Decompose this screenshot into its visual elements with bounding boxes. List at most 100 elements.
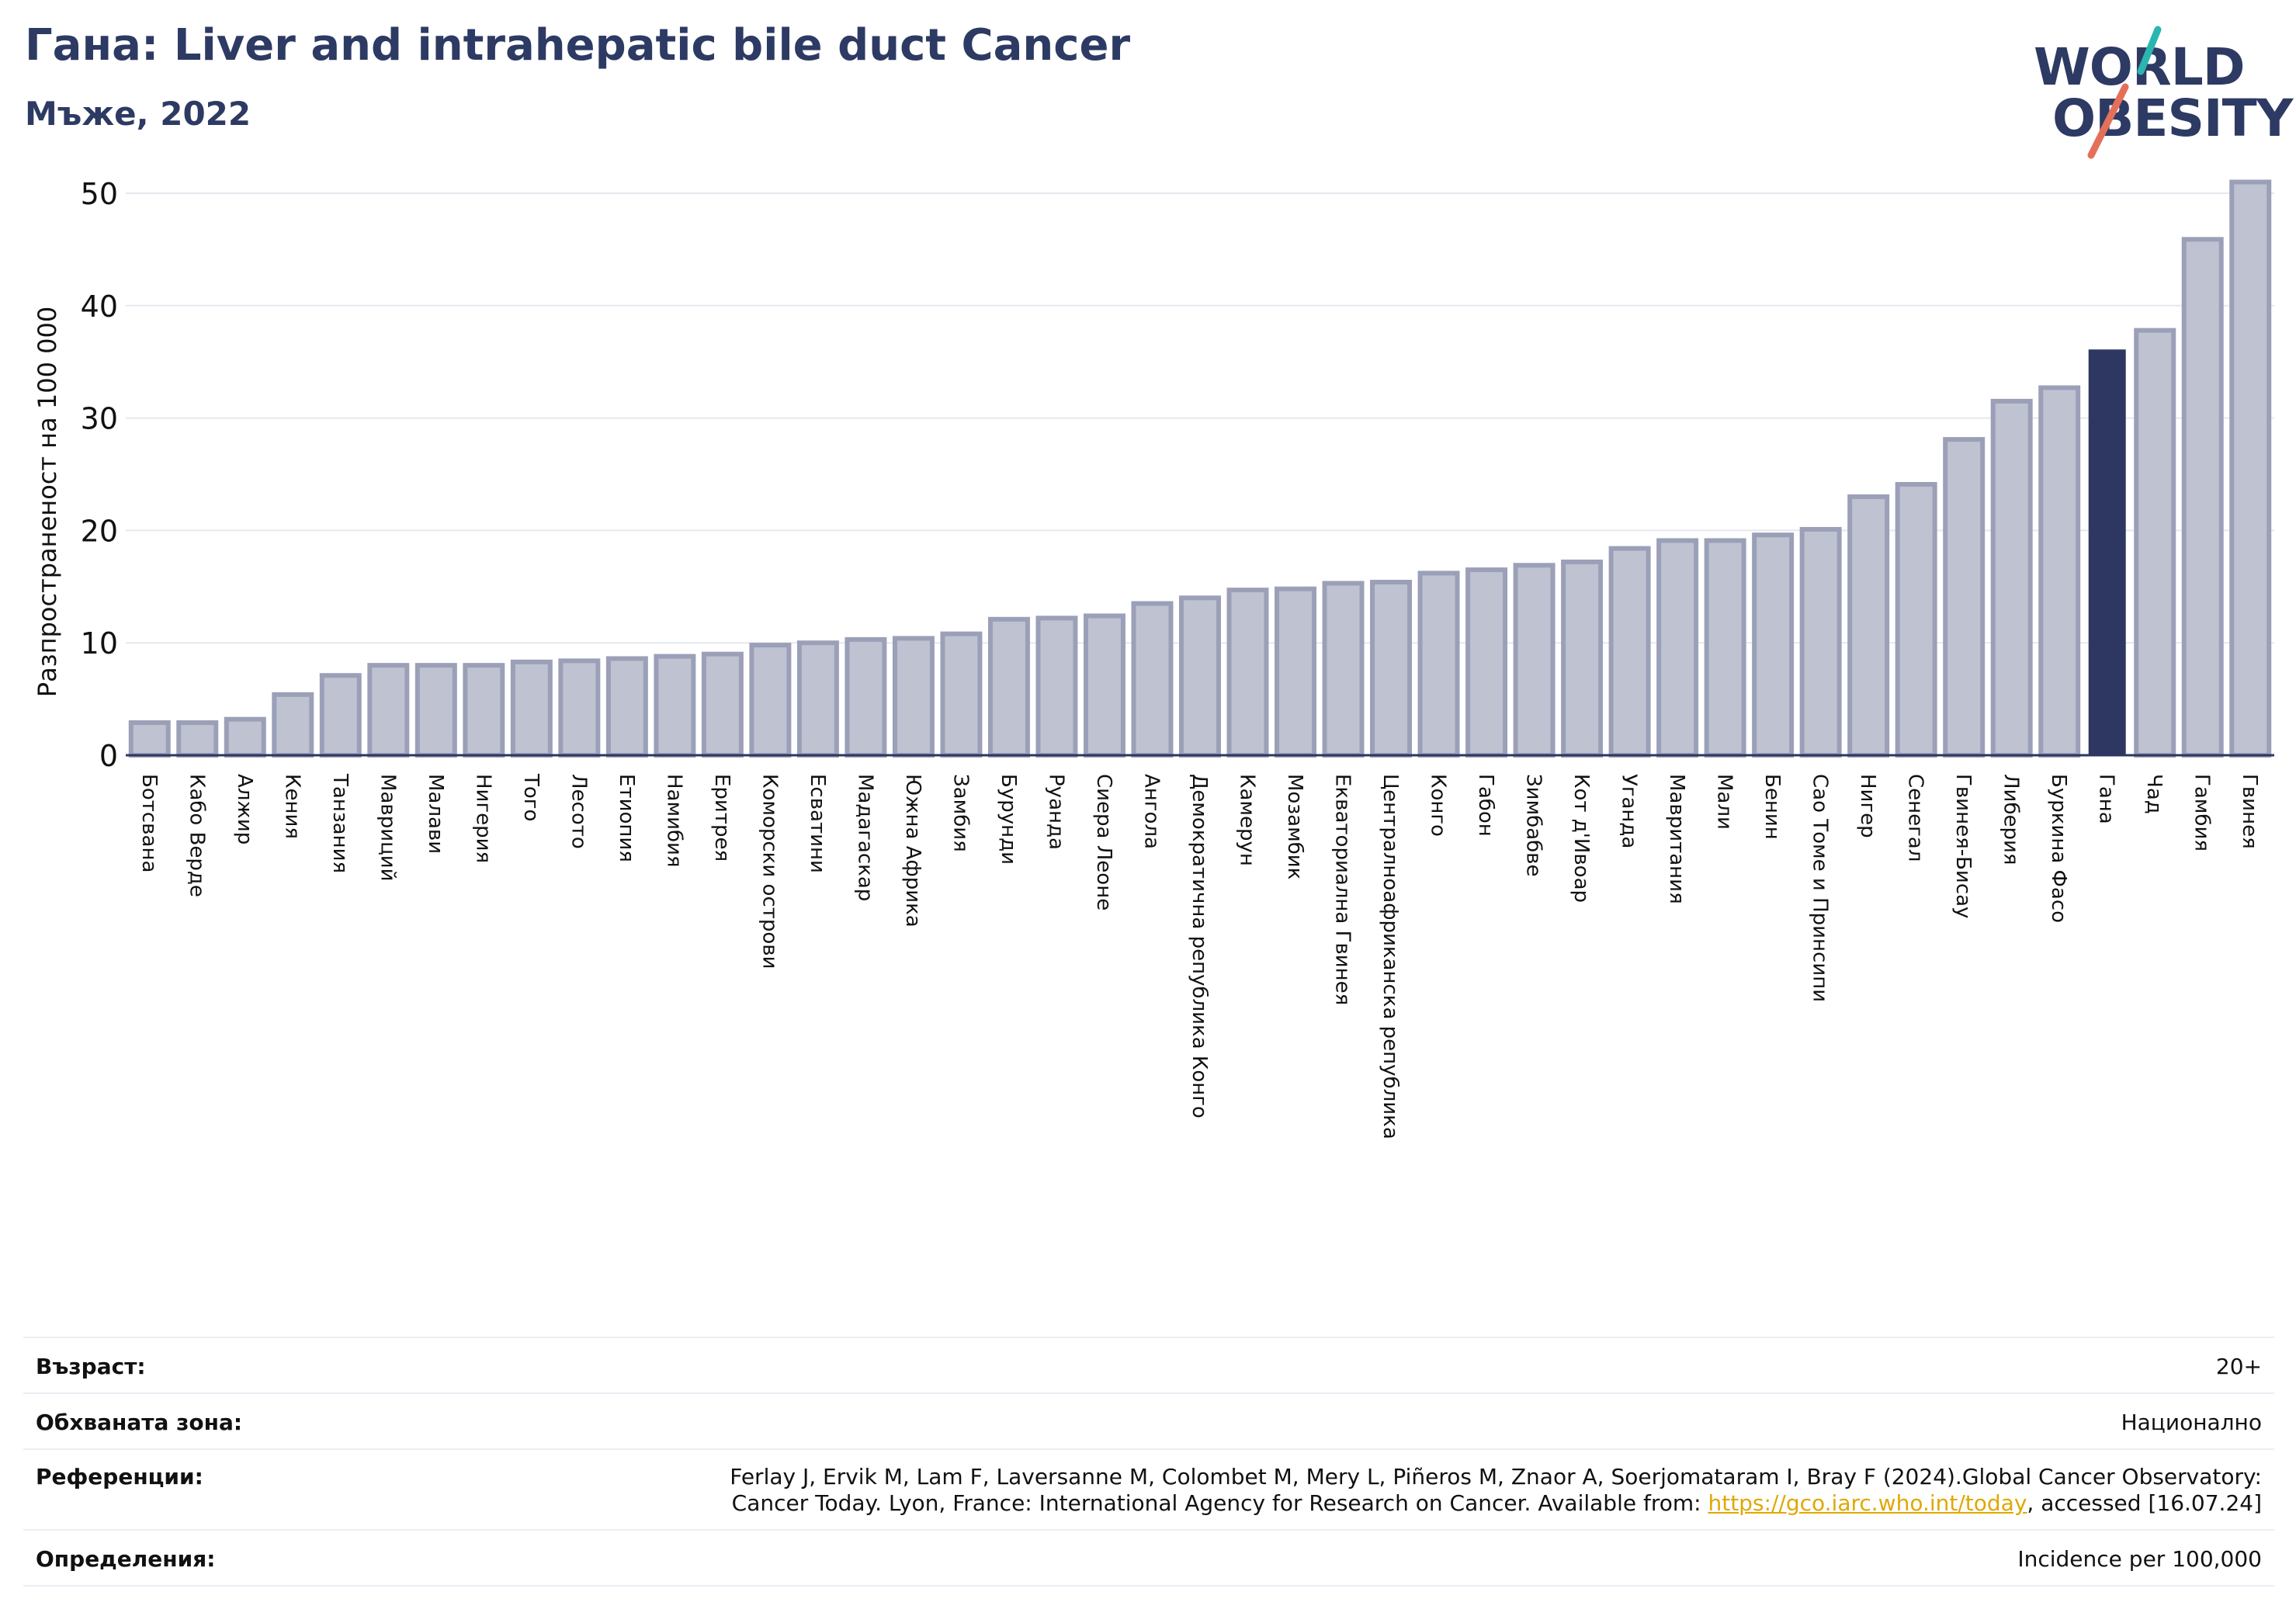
x-tick-label: Гвинея-Бисау: [1951, 774, 1975, 918]
references-line1: Ferlay J, Ervik M, Lam F, Laversanne M, …: [730, 1464, 2262, 1489]
x-tick-label: Еритрея: [710, 774, 734, 862]
y-tick-label: 30: [81, 402, 118, 436]
y-tick-label: 50: [81, 177, 118, 211]
bar-15: [845, 636, 887, 758]
bar-28: [1465, 567, 1508, 758]
bar-22: [1179, 595, 1221, 758]
info-table: Възраст: 20+ Обхваната зона: Национално …: [23, 1337, 2274, 1587]
bar-4: [319, 673, 362, 758]
bar-1: [176, 720, 219, 758]
x-tick-label: Мавриций: [376, 774, 399, 882]
bar-38: [1943, 437, 1986, 758]
x-tick-label: Уганда: [1618, 774, 1641, 848]
bar-0: [128, 720, 171, 758]
bar-20: [1083, 613, 1125, 758]
y-axis-label: Разпространеност на 100 000: [33, 307, 62, 697]
definitions-row: Определения: Incidence per 100,000: [23, 1529, 2274, 1587]
bar-8: [510, 659, 553, 758]
area-label: Обхваната зона:: [36, 1410, 243, 1435]
x-tick-label: Мозамбик: [1283, 774, 1306, 879]
bar-30: [1561, 559, 1604, 758]
age-value: 20+: [2215, 1354, 2262, 1379]
x-tick-label: Танзания: [328, 773, 352, 873]
bar-35: [1799, 526, 1842, 758]
bar-40: [2038, 385, 2081, 758]
x-tick-label: Кабо Верде: [185, 774, 208, 897]
x-tick-label: Ангола: [1139, 774, 1163, 849]
x-tick-label: Буркина Фасо: [2047, 774, 2070, 923]
x-tick-label: Камерун: [1236, 774, 1259, 866]
x-tick-label: Мали: [1713, 774, 1736, 830]
x-tick-label: Чад: [2142, 774, 2166, 814]
bar-19: [1035, 616, 1078, 758]
references-row: Референции: Ferlay J, Ervik M, Lam F, La…: [23, 1448, 2274, 1529]
x-tick-label: Кения: [280, 774, 303, 839]
x-tick-label: Южна Африка: [901, 774, 924, 928]
bar-36: [1847, 494, 1890, 758]
bar-17: [940, 631, 983, 758]
x-tick-label: Коморски острови: [758, 774, 781, 969]
bar-23: [1226, 588, 1269, 758]
x-tick-label: Централноафриканска република: [1379, 774, 1402, 1139]
chart-title: Гана: Liver and intrahepatic bile duct C…: [25, 20, 1131, 71]
x-tick-label: Габон: [1474, 774, 1497, 837]
x-tick-label: Руанда: [1044, 774, 1067, 850]
age-row: Възраст: 20+: [23, 1337, 2274, 1392]
bar-13: [749, 643, 792, 758]
bar-3: [272, 692, 314, 758]
y-tick-label: 10: [81, 626, 118, 661]
x-tick-label: Нигерия: [471, 774, 494, 863]
x-tick-label: Етиопия: [615, 774, 638, 862]
bar-32: [1656, 538, 1699, 758]
logo-line2: OBESITY: [2052, 88, 2293, 148]
bar-27: [1417, 570, 1460, 758]
bar-5: [367, 663, 410, 758]
x-tick-label: Бурунди: [997, 774, 1020, 865]
x-tick-label: Екваториална Гвинея: [1331, 774, 1354, 1005]
bar-16: [892, 636, 935, 758]
references-value: Ferlay J, Ervik M, Lam F, Laversanne M, …: [730, 1464, 2262, 1517]
x-tick-label: Мадагаскар: [853, 774, 876, 901]
y-tick-label: 40: [81, 290, 118, 324]
area-value: Национално: [2121, 1410, 2262, 1435]
bar-9: [558, 658, 601, 758]
y-tick-label: 0: [99, 739, 118, 773]
x-tick-label: Лесото: [567, 774, 590, 849]
bar-6: [414, 663, 457, 758]
area-row: Обхваната зона: Национално: [23, 1392, 2274, 1448]
bar-10: [605, 656, 648, 758]
bar-34: [1752, 532, 1795, 758]
x-tick-label: Сенегал: [1904, 774, 1927, 862]
x-tick-label: Конго: [1427, 774, 1450, 837]
x-tick-label: Гана: [2095, 774, 2118, 824]
bar-33: [1704, 538, 1746, 758]
x-tick-label: Есватини: [806, 774, 829, 873]
x-tick-label: Нигер: [1856, 774, 1879, 838]
x-tick-label: Гвинея: [2238, 774, 2261, 849]
x-tick-label: Малави: [424, 774, 447, 854]
references-link[interactable]: https://gco.iarc.who.int/today: [1708, 1490, 2027, 1516]
bar-21: [1131, 601, 1174, 758]
bar-43: [2181, 237, 2224, 758]
bar-25: [1322, 581, 1365, 758]
bar-2: [224, 716, 266, 758]
x-tick-label: Бенин: [1760, 774, 1784, 840]
x-tick-label: Гамбия: [2190, 774, 2214, 851]
bar-29: [1513, 563, 1556, 758]
bar-24: [1275, 586, 1317, 758]
logo-slash-icon: [2087, 26, 2162, 159]
x-tick-label: Замбия: [949, 774, 972, 852]
definitions-label: Определения:: [36, 1546, 216, 1572]
y-tick-label: 20: [81, 514, 118, 548]
x-tick-label: Мавритания: [1665, 774, 1688, 904]
bar-7: [463, 663, 505, 758]
x-tick-label: Того: [519, 773, 543, 821]
x-tick-label: Сиера Леоне: [1092, 774, 1115, 910]
x-tick-label: Кот д'Ивоар: [1569, 774, 1593, 903]
references-line2-pre: Cancer Today. Lyon, France: Internationa…: [731, 1490, 1708, 1516]
bar-14: [796, 640, 839, 758]
bar-39: [1990, 398, 2033, 758]
age-label: Възраст:: [36, 1354, 146, 1379]
x-tick-label: Демократична република Конго: [1188, 774, 1211, 1118]
x-tick-label: Зимбабве: [1522, 774, 1545, 877]
